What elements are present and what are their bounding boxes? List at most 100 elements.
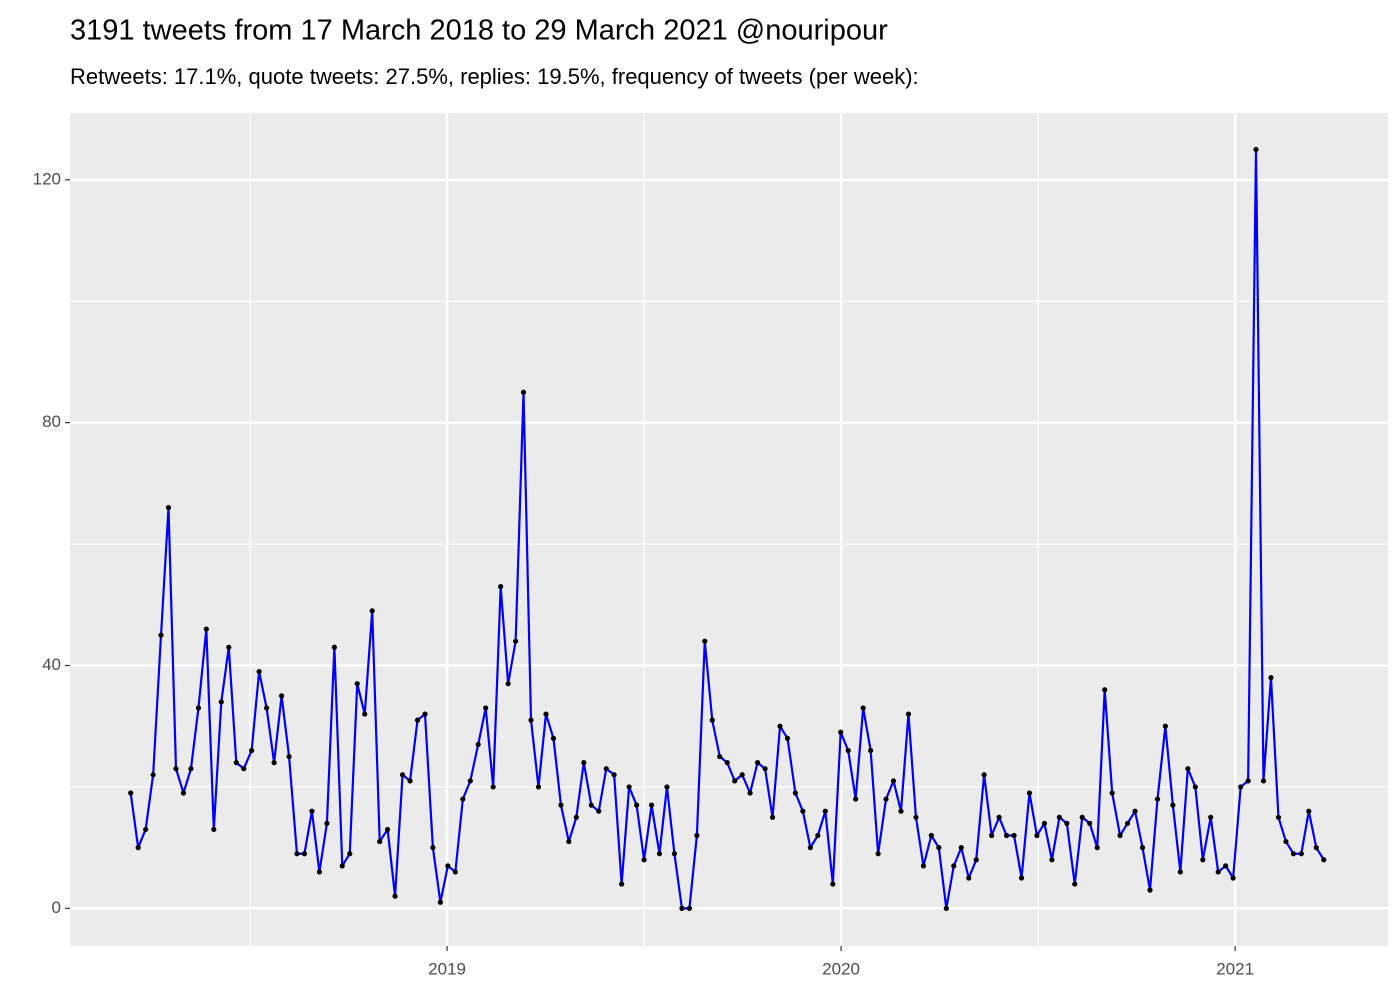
point <box>362 711 368 717</box>
point <box>1003 832 1010 839</box>
chart-subtitle: Retweets: 17.1%, quote tweets: 27.5%, re… <box>70 64 919 89</box>
point <box>1124 820 1131 826</box>
point <box>414 717 421 723</box>
point <box>936 845 942 851</box>
point <box>513 638 519 644</box>
x-tick-label: 2021 <box>1216 959 1254 978</box>
point <box>1200 857 1206 863</box>
point <box>1306 808 1312 814</box>
point <box>218 699 224 705</box>
point <box>1139 845 1146 851</box>
point <box>407 778 413 784</box>
point <box>143 826 149 833</box>
point <box>875 851 881 857</box>
point <box>377 838 383 845</box>
point <box>1208 814 1214 820</box>
point <box>792 790 798 796</box>
point <box>460 796 466 802</box>
point <box>739 772 745 778</box>
point <box>694 832 700 839</box>
point <box>1056 814 1062 820</box>
point <box>528 717 534 723</box>
point <box>1102 687 1108 693</box>
point <box>1072 881 1078 887</box>
point <box>339 863 345 869</box>
point <box>278 693 285 699</box>
point <box>845 747 851 754</box>
point <box>1275 814 1282 820</box>
point <box>1147 887 1153 893</box>
point <box>399 772 406 778</box>
point <box>135 845 141 851</box>
point <box>920 863 927 869</box>
point <box>1321 857 1327 863</box>
point <box>498 583 504 590</box>
point <box>384 826 391 833</box>
point <box>286 753 292 760</box>
point <box>581 760 587 766</box>
point <box>294 851 300 857</box>
point <box>422 711 428 717</box>
point <box>226 644 232 650</box>
point <box>981 772 987 778</box>
point <box>626 784 632 790</box>
point <box>324 820 330 826</box>
point <box>195 705 202 711</box>
point <box>1185 766 1191 772</box>
point <box>943 905 949 911</box>
point <box>203 626 209 632</box>
point <box>619 881 625 887</box>
point <box>853 796 859 802</box>
point <box>1041 820 1048 826</box>
point <box>951 863 957 869</box>
x-tick-label: 2020 <box>822 959 860 978</box>
point <box>180 790 187 796</box>
point <box>1087 820 1093 826</box>
point <box>822 808 828 814</box>
point <box>452 869 458 875</box>
point <box>769 814 776 820</box>
point <box>445 863 451 869</box>
point <box>188 766 194 772</box>
point <box>671 851 678 857</box>
point <box>369 608 375 614</box>
point <box>558 802 564 808</box>
point <box>588 802 594 808</box>
point <box>830 881 836 887</box>
point <box>641 857 647 863</box>
point <box>1238 784 1244 790</box>
point <box>331 644 337 650</box>
point <box>354 681 360 687</box>
point <box>973 857 979 863</box>
point <box>784 735 791 741</box>
point <box>860 705 866 711</box>
plot-background <box>70 113 1388 946</box>
y-tick-label: 120 <box>33 169 61 188</box>
point <box>754 760 761 766</box>
point <box>1313 845 1319 851</box>
point <box>490 784 496 790</box>
point <box>679 905 685 911</box>
x-tick-label: 2019 <box>428 959 466 978</box>
point <box>732 778 738 784</box>
point <box>256 668 262 675</box>
point <box>1230 875 1236 881</box>
chart-title: 3191 tweets from 17 March 2018 to 29 Mar… <box>70 15 888 47</box>
point <box>173 766 179 772</box>
point <box>566 838 572 845</box>
point <box>1283 838 1289 845</box>
point <box>890 778 897 784</box>
point <box>1223 863 1229 869</box>
point <box>800 808 806 814</box>
point <box>1260 778 1267 784</box>
point <box>838 729 844 735</box>
point <box>815 832 821 839</box>
point <box>913 814 919 820</box>
point <box>777 723 783 729</box>
point <box>883 796 889 802</box>
point <box>958 845 964 851</box>
point <box>656 851 663 857</box>
point <box>347 851 353 857</box>
point <box>271 760 277 766</box>
point <box>1177 869 1183 875</box>
